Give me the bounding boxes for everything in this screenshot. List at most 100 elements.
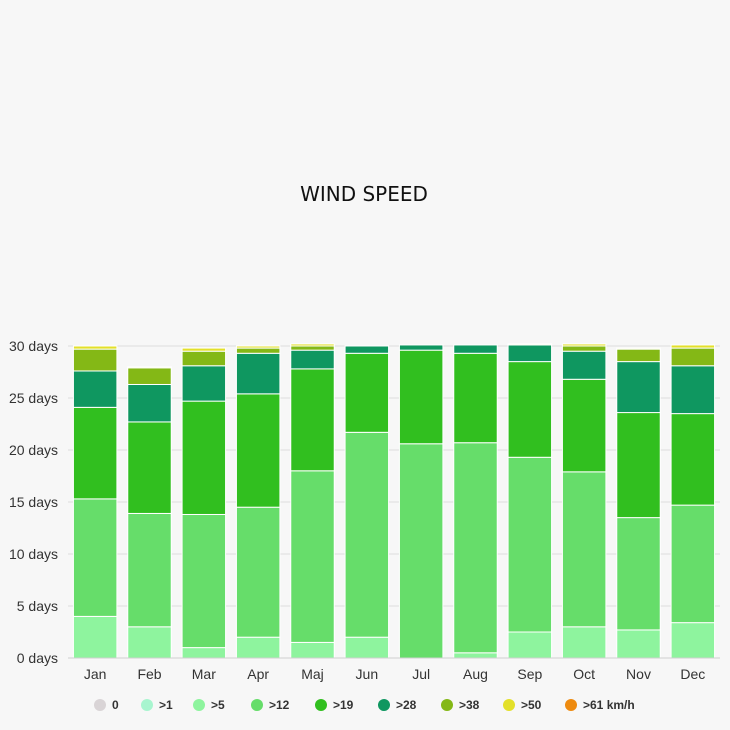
bar-segment: [290, 343, 335, 347]
bar-segment: [290, 345, 335, 351]
bar-segment: [235, 345, 281, 349]
y-tick-label: 5 days: [17, 598, 58, 614]
x-tick-label: Sep: [517, 666, 542, 682]
bar-segment: [72, 615, 118, 659]
bar-segment: [72, 498, 118, 617]
bar-segment: [507, 456, 553, 633]
y-tick-label: 25 days: [9, 390, 58, 406]
bar-segment: [290, 470, 335, 643]
bar-segment: [127, 383, 172, 423]
x-tick-label: Aug: [463, 666, 488, 682]
bar-segment: [670, 344, 716, 349]
legend: 0 >1 >5 >12 >19 >28 >38 >50 >61 km/h: [94, 698, 635, 712]
bar-segment: [127, 366, 172, 369]
bar-segment: [507, 344, 553, 363]
legend-marker: [503, 699, 515, 711]
bar-segment: [616, 347, 661, 350]
bar-segment: [670, 622, 716, 659]
bar-segment: [561, 350, 607, 380]
bar-segment: [235, 636, 281, 659]
x-tick-label: Feb: [137, 666, 161, 682]
x-tick-label: Nov: [626, 666, 651, 682]
legend-label: >50: [521, 698, 542, 712]
bar-segment: [181, 513, 227, 649]
legend-label: >5: [211, 698, 225, 712]
bar-segment: [235, 506, 281, 638]
x-tick-label: Oct: [573, 666, 595, 682]
x-tick-label: Maj: [301, 666, 324, 682]
bar-segment: [398, 349, 444, 445]
chart-title: WIND SPEED: [300, 182, 428, 206]
bar-segment: [561, 378, 607, 473]
legend-label: >1: [159, 698, 173, 712]
x-tick-label: Mar: [192, 666, 216, 682]
bar-segment: [235, 347, 281, 354]
bar-segment: [72, 406, 118, 500]
bar-segment: [181, 400, 227, 515]
legend-label: >28: [396, 698, 417, 712]
bar-segment: [616, 517, 661, 631]
bar-segment: [290, 349, 335, 370]
bar-segment: [290, 368, 335, 472]
bar-segment: [670, 413, 716, 506]
axes: 0 days 5 days 10 days 15 days 20 days 25 days…: [9, 338, 720, 682]
bar-segment: [398, 443, 444, 659]
bar-segment: [235, 352, 281, 395]
y-tick-label: 30 days: [9, 338, 58, 354]
x-tick-label: Jul: [412, 666, 430, 682]
bar-segment: [507, 361, 553, 458]
x-tick-label: Jun: [356, 666, 379, 682]
bar-segment: [561, 345, 607, 352]
bar-segment: [344, 636, 390, 659]
bar-segment: [344, 431, 390, 638]
y-tick-label: 15 days: [9, 494, 58, 510]
legend-label: >19: [333, 698, 354, 712]
legend-marker: [565, 699, 577, 711]
bar-segment: [561, 626, 607, 659]
x-tick-label: Apr: [247, 666, 269, 682]
bar-segment: [127, 367, 172, 385]
bar-segment: [344, 345, 390, 354]
bar-segment: [670, 504, 716, 624]
bar-segment: [344, 352, 390, 433]
bar-segment: [453, 652, 498, 659]
bar-segment: [127, 421, 172, 514]
bar-segment: [670, 347, 716, 367]
x-tick-label: Jan: [84, 666, 107, 682]
bar-segment: [507, 343, 553, 346]
bar-segment: [561, 343, 607, 347]
bar-segment: [398, 344, 444, 351]
bar-segment: [616, 361, 661, 414]
bar-segment: [235, 393, 281, 508]
bars: [72, 343, 716, 659]
legend-marker: [315, 699, 327, 711]
bar-segment: [181, 347, 227, 352]
bar-segment: [453, 442, 498, 654]
bar-segment: [670, 365, 716, 415]
x-tick-label: Dec: [680, 666, 705, 682]
legend-marker: [141, 699, 153, 711]
bar-segment: [561, 471, 607, 628]
bar-segment: [181, 350, 227, 367]
y-tick-label: 10 days: [9, 546, 58, 562]
bar-segment: [127, 626, 172, 659]
y-tick-label: 20 days: [9, 442, 58, 458]
bar-segment: [616, 629, 661, 659]
legend-label: >61 km/h: [583, 698, 635, 712]
grid-lines: [68, 345, 720, 659]
legend-label: >12: [269, 698, 290, 712]
bar-segment: [181, 647, 227, 659]
legend-marker: [193, 699, 205, 711]
bar-segment: [290, 641, 335, 659]
bar-segment: [72, 345, 118, 350]
bar-segment: [507, 631, 553, 659]
bar-segment: [127, 512, 172, 628]
legend-marker: [251, 699, 263, 711]
bar-segment: [453, 344, 498, 354]
bar-segment: [72, 370, 118, 408]
bar-segment: [453, 352, 498, 444]
legend-marker: [441, 699, 453, 711]
legend-marker: [94, 699, 106, 711]
bar-segment: [181, 365, 227, 402]
